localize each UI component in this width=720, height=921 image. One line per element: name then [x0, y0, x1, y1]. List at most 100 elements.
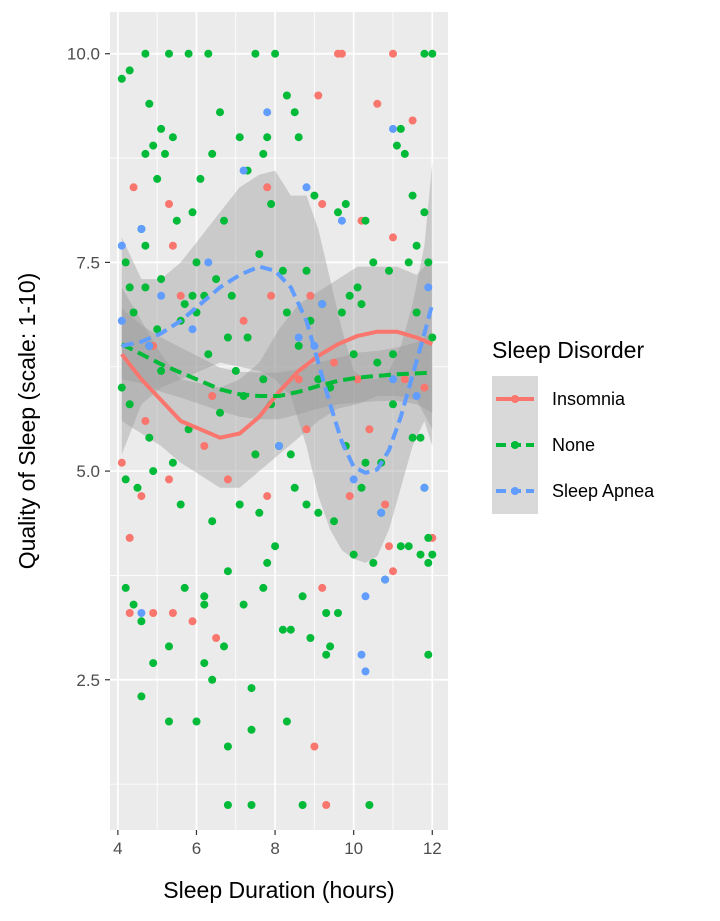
- data-point: [239, 166, 248, 175]
- data-point: [349, 550, 358, 559]
- data-point: [334, 208, 342, 217]
- data-point: [408, 116, 417, 125]
- data-point: [121, 583, 130, 592]
- data-point: [188, 617, 197, 626]
- data-point: [389, 124, 397, 133]
- data-point: [149, 659, 158, 668]
- data-point: [267, 200, 276, 208]
- data-point: [271, 542, 280, 551]
- data-point: [188, 291, 197, 300]
- data-point: [263, 133, 272, 142]
- data-point: [137, 617, 146, 626]
- data-point: [180, 300, 189, 309]
- data-point: [345, 492, 354, 501]
- data-point: [204, 49, 213, 58]
- data-point: [389, 400, 397, 409]
- data-point: [294, 333, 303, 342]
- data-point: [137, 492, 146, 501]
- data-point: [223, 801, 232, 809]
- data-point: [286, 625, 295, 634]
- data-point: [200, 592, 209, 601]
- data-point: [129, 600, 138, 609]
- data-point: [227, 291, 236, 300]
- data-point: [278, 625, 287, 634]
- smooth-lines: [120, 264, 435, 475]
- y-axis-ticks: 2.5 5.0 7.5 10.0: [67, 45, 110, 690]
- data-points: [117, 49, 437, 809]
- data-point: [259, 375, 268, 384]
- data-point: [125, 66, 134, 75]
- data-point: [165, 200, 173, 208]
- legend-label: Insomnia: [552, 389, 626, 409]
- data-point: [137, 225, 146, 233]
- data-point: [247, 725, 256, 734]
- data-point: [428, 333, 437, 342]
- x-tick-label: 4: [113, 839, 122, 858]
- data-point: [369, 558, 378, 567]
- data-point: [263, 108, 272, 117]
- data-point: [267, 291, 276, 300]
- x-tick-label: 6: [192, 839, 201, 858]
- data-point: [239, 316, 248, 325]
- data-point: [271, 49, 280, 58]
- data-point: [200, 442, 209, 450]
- data-point: [400, 375, 409, 384]
- x-tick-label: 10: [344, 839, 363, 858]
- data-point: [389, 233, 397, 242]
- data-point: [408, 433, 417, 442]
- data-point: [361, 592, 370, 601]
- data-point: [310, 191, 319, 200]
- data-point: [330, 517, 338, 526]
- data-point: [117, 74, 126, 83]
- data-point: [404, 542, 413, 551]
- smooth-line: [120, 342, 433, 398]
- data-point: [263, 558, 272, 567]
- data-point: [149, 141, 158, 150]
- data-point: [161, 149, 169, 158]
- data-point: [204, 350, 213, 359]
- data-point: [420, 208, 429, 217]
- y-tick-label: 2.5: [76, 671, 100, 690]
- y-tick-label: 10.0: [67, 45, 100, 64]
- data-point: [133, 483, 142, 492]
- data-point: [377, 508, 386, 517]
- data-point: [353, 375, 362, 384]
- data-point: [290, 108, 299, 117]
- data-point: [216, 108, 224, 117]
- data-point: [129, 308, 138, 317]
- data-point: [373, 99, 382, 108]
- data-point: [275, 442, 283, 450]
- data-point: [373, 358, 382, 367]
- data-point: [121, 258, 130, 267]
- data-point: [337, 308, 346, 317]
- legend-item: None: [496, 435, 595, 455]
- data-point: [416, 550, 425, 559]
- data-point: [125, 283, 134, 292]
- data-point: [408, 191, 417, 200]
- data-point: [385, 542, 393, 551]
- data-point: [117, 458, 126, 467]
- data-point: [125, 533, 134, 542]
- data-point: [172, 216, 181, 225]
- legend-label: None: [552, 435, 595, 455]
- data-point: [302, 500, 311, 509]
- data-point: [424, 283, 433, 292]
- legend-item: Insomnia: [496, 389, 626, 409]
- data-point: [322, 650, 331, 659]
- data-point: [145, 433, 154, 442]
- data-point: [149, 609, 158, 617]
- smooth-line: [120, 329, 434, 440]
- data-point: [326, 383, 335, 392]
- data-point: [141, 49, 150, 58]
- major-gridlines: [110, 12, 448, 830]
- data-point: [365, 801, 374, 809]
- data-point: [255, 508, 264, 517]
- data-point: [314, 91, 323, 100]
- data-point: [157, 124, 166, 133]
- data-point: [302, 183, 311, 192]
- data-point: [334, 609, 342, 617]
- data-point: [424, 533, 433, 542]
- data-point: [243, 333, 252, 342]
- data-point: [117, 383, 126, 392]
- data-point: [318, 583, 327, 592]
